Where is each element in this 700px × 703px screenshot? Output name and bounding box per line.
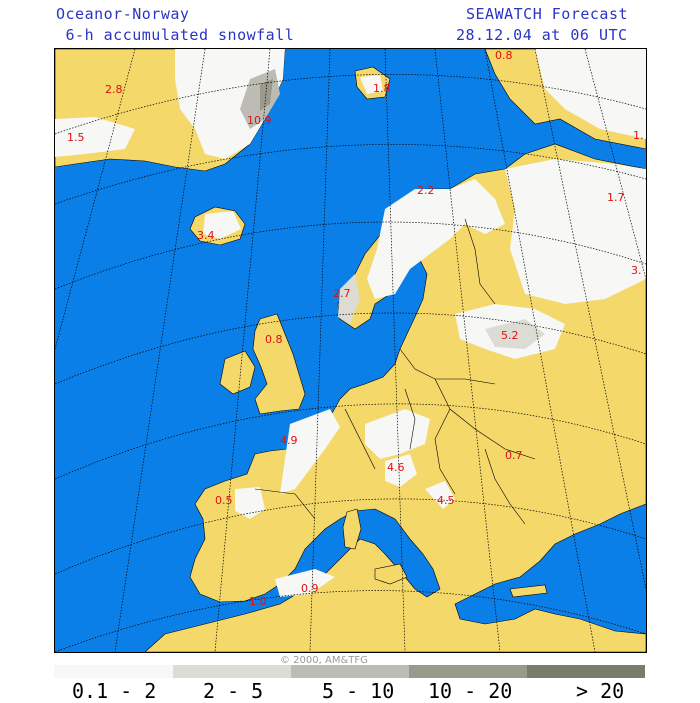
map-svg: 2.8 1.5 10.9 0.8 1.8 1. 2.2 1.7 3.4 3. 2… [55, 49, 646, 652]
legend-label-5-10: 5 - 10 [322, 679, 395, 703]
snow-norway-heavy [338, 274, 360, 324]
legend-swatch-10-20 [409, 665, 527, 678]
graticule [55, 49, 646, 652]
forecast-time: 28.12.04 at 06 UTC [456, 26, 628, 44]
land-areas [55, 49, 646, 652]
copyright-notice: © 2000, AM&TFG [280, 655, 368, 666]
snow-balkans [425, 481, 455, 509]
snow-alps [385, 454, 417, 487]
value-label: 0.8 [495, 49, 513, 62]
legend-label-2-5: 2 - 5 [203, 679, 264, 703]
value-label: 2.8 [105, 83, 123, 96]
value-label: 1.5 [67, 131, 85, 144]
product-title: 6-h accumulated snowfall [56, 26, 295, 44]
value-label: 3.4 [197, 229, 215, 242]
legend-swatch-gt-20 [527, 665, 645, 678]
country-borders [254, 218, 536, 525]
legend-label-gt-20: > 20 [576, 679, 625, 703]
legend-label-0-1-2: 0.1 - 2 [72, 679, 157, 703]
value-label: 2.7 [333, 287, 351, 300]
snow-iceland [203, 211, 241, 239]
snow-scandinavia [367, 179, 505, 299]
snow-atlas [275, 569, 335, 597]
snow-russian-arctic [535, 49, 646, 139]
value-label: 3. [631, 264, 642, 277]
value-label: 4.6 [387, 461, 405, 474]
value-label: 10.9 [247, 114, 272, 127]
legend-label-10-20: 10 - 20 [428, 679, 513, 703]
land-ireland [219, 350, 256, 395]
value-label: 0.9 [301, 582, 319, 595]
value-label: 5.2 [501, 329, 519, 342]
value-label: 1. [633, 129, 644, 142]
snow-russia-heavy [485, 319, 545, 349]
value-label: 4.9 [280, 434, 298, 447]
value-label: 4.5 [437, 494, 455, 507]
snow-france [280, 409, 340, 494]
legend-swatch-0-1-2 [54, 665, 173, 678]
snow-spain [235, 487, 265, 519]
value-label: 2.2 [417, 184, 435, 197]
legend-swatch-2-5 [173, 665, 291, 678]
value-label: 1.8 [373, 82, 391, 95]
snow-areas [55, 49, 646, 597]
land-crete [509, 584, 548, 598]
snow-svalbard [360, 75, 383, 94]
snow-greenland-heavier [260, 79, 273, 111]
snowfall-map: 2.8 1.5 10.9 0.8 1.8 1. 2.2 1.7 3.4 3. 2… [54, 48, 647, 653]
legend-swatch-5-10 [291, 665, 409, 678]
land-corsica-sardinia [342, 508, 362, 550]
max-value-labels: 2.8 1.5 10.9 0.8 1.8 1. 2.2 1.7 3.4 3. 2… [67, 49, 644, 608]
snow-russia-north [505, 159, 646, 304]
land-sicily [374, 563, 408, 585]
value-label: 0.8 [265, 333, 283, 346]
value-label: 1.0 [249, 595, 267, 608]
value-label: 0.7 [505, 449, 523, 462]
land-great-britain [252, 313, 306, 415]
source-title: Oceanor-Norway [56, 5, 190, 23]
value-label: 1.7 [607, 191, 625, 204]
forecast-name: SEAWATCH Forecast [466, 5, 629, 23]
value-label: 0.5 [215, 494, 233, 507]
